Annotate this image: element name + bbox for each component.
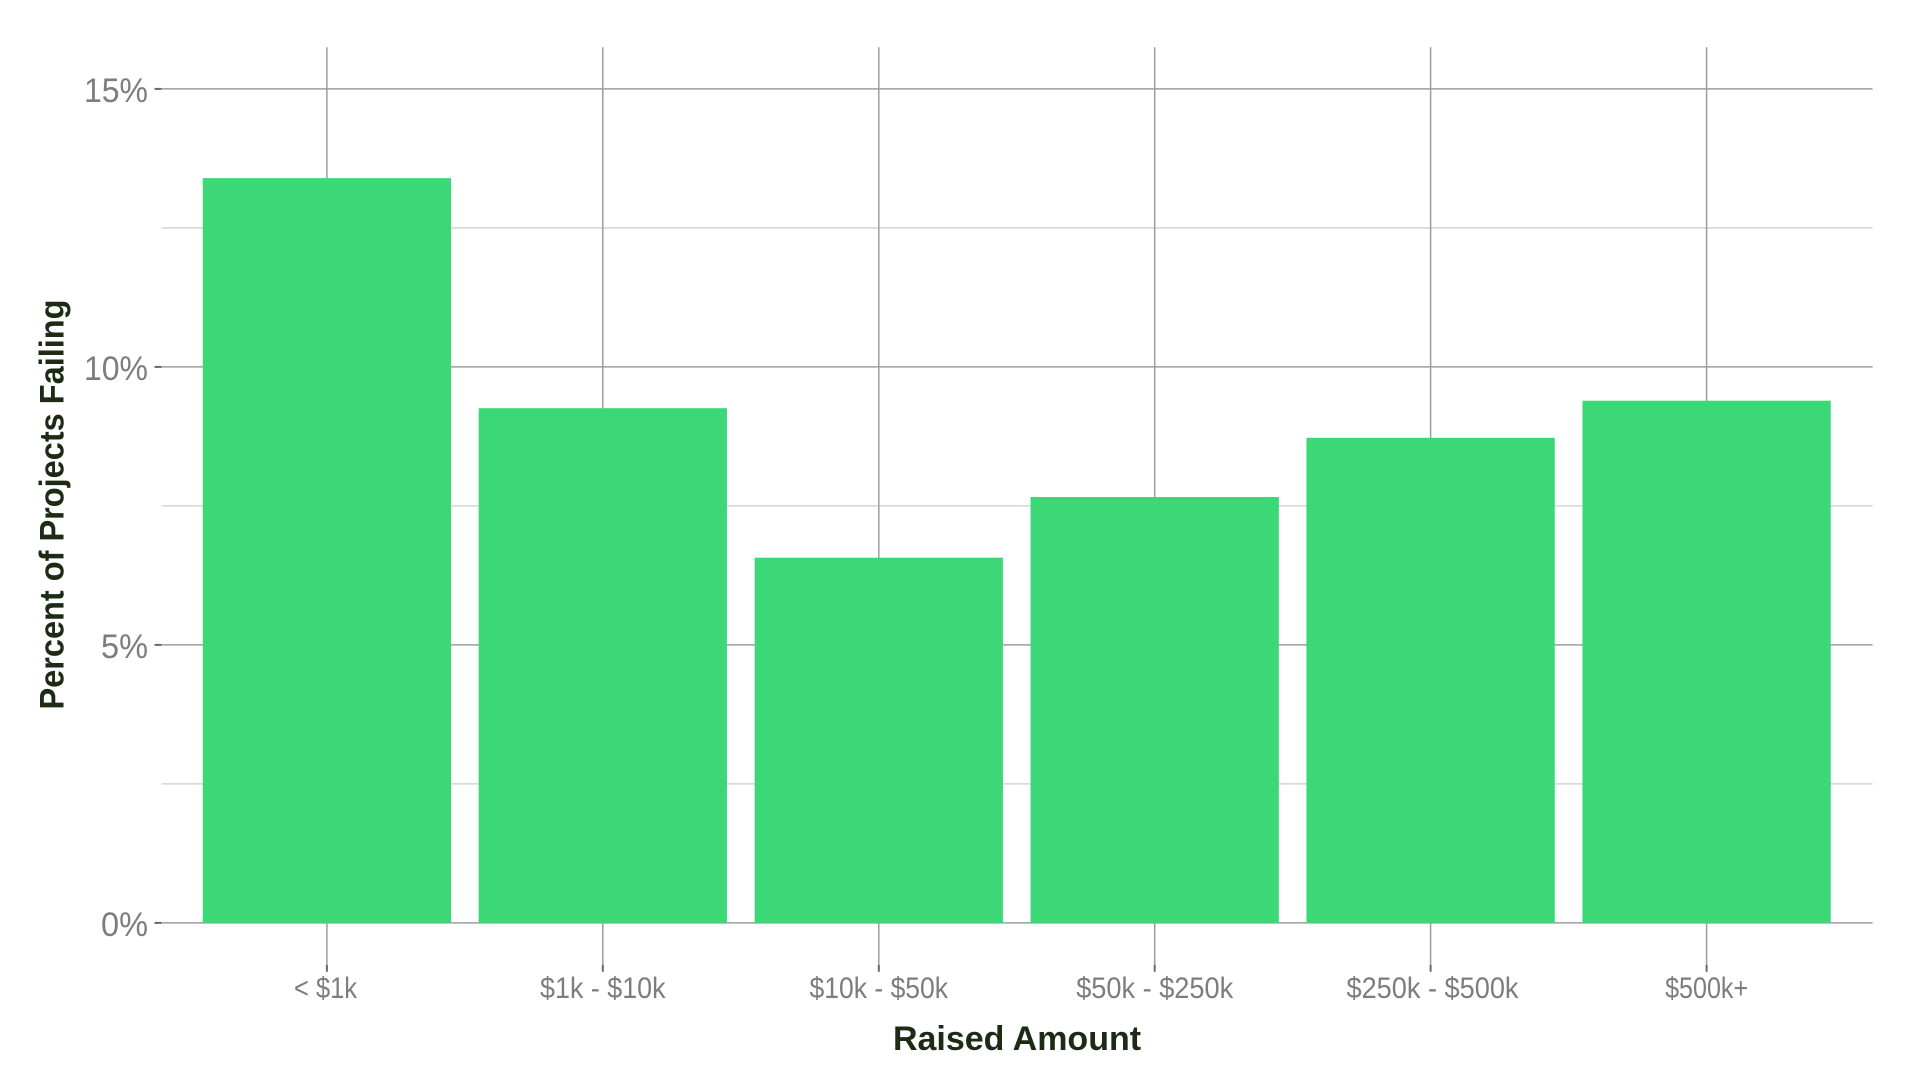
svg-text:15%: 15%	[84, 72, 148, 110]
svg-text:Raised Amount: Raised Amount	[893, 1020, 1141, 1058]
svg-text:$500k+: $500k+	[1665, 972, 1748, 1005]
svg-text:10%: 10%	[84, 350, 148, 388]
svg-text:5%: 5%	[101, 628, 148, 666]
svg-text:Percent of Projects Failing: Percent of Projects Failing	[34, 300, 72, 710]
svg-text:0%: 0%	[101, 906, 148, 944]
svg-text:$1k - $10k: $1k - $10k	[540, 972, 666, 1005]
svg-text:$50k - $250k: $50k - $250k	[1076, 972, 1234, 1005]
svg-text:< $1k: < $1k	[294, 972, 358, 1005]
svg-text:$250k - $500k: $250k - $500k	[1347, 972, 1520, 1005]
svg-text:$10k - $50k: $10k - $50k	[810, 972, 949, 1005]
